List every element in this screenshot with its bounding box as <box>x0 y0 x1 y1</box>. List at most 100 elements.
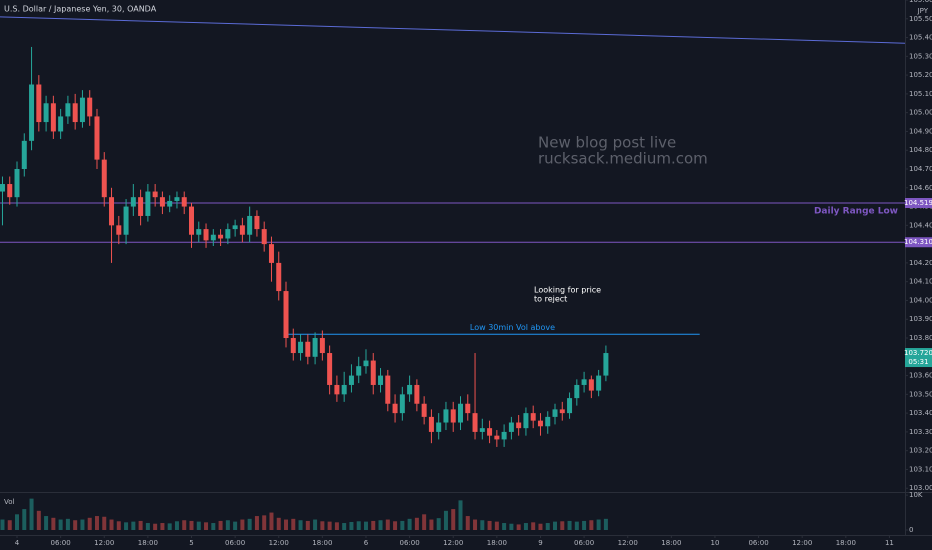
volume-bar <box>211 523 216 530</box>
y-tick-label: 104.700 <box>909 165 932 173</box>
y-tick-label: 103.200 <box>909 447 932 455</box>
volume-bar <box>582 520 587 530</box>
candle-body <box>36 84 42 123</box>
candle-body <box>436 422 442 432</box>
blog-note: New blog post live <box>538 134 676 152</box>
candle-body <box>341 384 347 395</box>
volume-bar <box>58 519 63 530</box>
y-tick-label: 103.900 <box>909 315 932 323</box>
volume-bar <box>218 520 223 530</box>
candle-body <box>501 431 507 440</box>
volume-bar <box>494 521 499 530</box>
volume-bar <box>247 518 252 530</box>
x-tick-label: 12:00 <box>618 539 638 547</box>
volume-bar <box>51 517 56 530</box>
candle-body <box>261 229 267 245</box>
y-tick-label: 104.200 <box>909 259 932 267</box>
volume-bar <box>538 523 543 530</box>
volume-bar <box>502 523 507 530</box>
y-tick-label: 104.800 <box>909 146 932 154</box>
volume-bar <box>94 516 99 530</box>
volume-bar <box>429 519 434 530</box>
volume-bar <box>436 518 441 530</box>
volume-bar <box>371 520 376 530</box>
y-tick-label: 103.100 <box>909 465 932 473</box>
candle-body <box>210 234 216 241</box>
x-tick-label: 18:00 <box>661 539 681 547</box>
volume-bar <box>65 518 70 530</box>
x-tick-label: 5 <box>189 539 193 547</box>
y-tick-label: 105.300 <box>909 52 932 60</box>
candle-body <box>385 375 391 404</box>
candle-body <box>537 420 543 427</box>
candle-body <box>72 103 78 123</box>
y-tick-label: 105.100 <box>909 90 932 98</box>
candle-body <box>523 413 529 429</box>
x-tick-label: 12:00 <box>443 539 463 547</box>
candle-body <box>79 97 85 123</box>
candle-body <box>188 206 194 235</box>
volume-bar <box>22 509 27 530</box>
candle-body <box>21 140 27 170</box>
candle-body <box>414 384 420 404</box>
y-tick-label: 104.900 <box>909 127 932 135</box>
volume-bar <box>138 520 143 530</box>
candle-body <box>109 197 115 226</box>
candle-body <box>567 398 573 414</box>
volume-label: Vol <box>4 498 15 506</box>
candle-body <box>232 225 238 230</box>
volume-bar <box>473 519 478 530</box>
candle-body <box>407 384 413 395</box>
volume-bar <box>334 522 339 530</box>
candle-body <box>50 103 56 132</box>
candle-body <box>305 341 311 357</box>
y-tick-label: 105.600 <box>909 0 932 4</box>
volume-bar <box>567 520 572 530</box>
volume-bar <box>407 518 412 530</box>
volume-bar <box>269 512 274 530</box>
candle-body <box>130 197 136 207</box>
volume-bar <box>589 520 594 530</box>
y-tick-label: 104.000 <box>909 296 932 304</box>
volume-bar <box>15 514 20 530</box>
candle-body <box>574 384 580 399</box>
volume-bar <box>160 523 165 530</box>
volume-bar <box>523 523 528 530</box>
candle-body <box>0 184 5 192</box>
candle-body <box>152 191 158 198</box>
y-tick-label: 105.500 <box>909 15 932 23</box>
candle-body <box>363 360 369 367</box>
volume-bar <box>516 524 521 530</box>
candle-body <box>123 206 129 235</box>
candle-body <box>196 229 202 235</box>
y-tick-label: 103.000 <box>909 484 932 492</box>
candle-body <box>334 384 340 395</box>
volume-bar <box>254 516 259 530</box>
candle-body <box>494 435 500 440</box>
candle-body <box>319 338 325 354</box>
volume-bar <box>298 520 303 530</box>
candle-body <box>145 191 151 216</box>
x-tick-label: 06:00 <box>51 539 71 547</box>
volume-bar <box>131 521 136 530</box>
volume-bar <box>44 516 49 530</box>
level-tag-label: 104.519 <box>904 199 932 207</box>
y-tick-label: 104.600 <box>909 184 932 192</box>
candle-body <box>94 116 100 160</box>
volume-bar <box>80 519 85 530</box>
candle-body <box>174 197 180 201</box>
volume-bar <box>393 521 398 530</box>
candle-body <box>283 291 289 339</box>
candle-body <box>596 375 602 391</box>
volume-bar <box>73 520 78 530</box>
candle-body <box>312 338 318 357</box>
volume-bar <box>116 521 121 530</box>
volume-bar <box>225 520 230 530</box>
volume-bar <box>153 523 158 530</box>
x-tick-label: 12:00 <box>94 539 114 547</box>
candle-body <box>29 84 35 141</box>
blog-note: rucksack.medium.com <box>538 150 708 168</box>
x-tick-label: 10 <box>710 539 719 547</box>
volume-bar <box>109 519 114 530</box>
